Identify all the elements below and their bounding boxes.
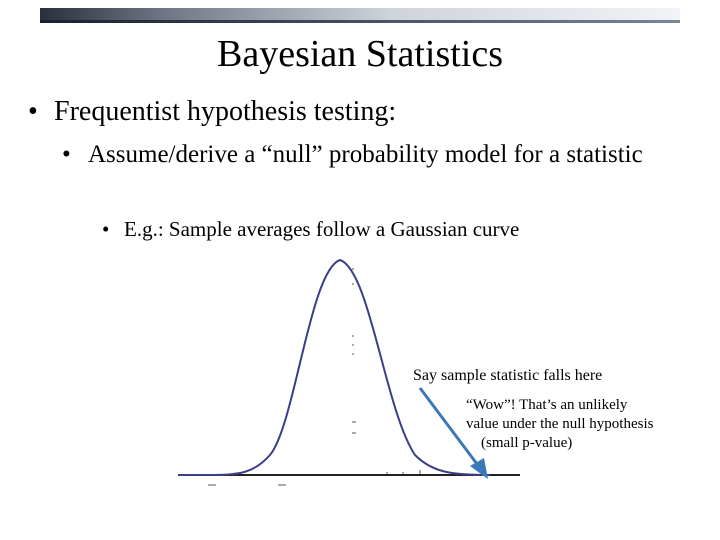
axis-tick-marks xyxy=(208,268,421,486)
title-decoration-bar xyxy=(40,8,680,20)
bullet-level-3: • E.g.: Sample averages follow a Gaussian… xyxy=(102,215,519,243)
statistic-annotation: Say sample statistic falls here xyxy=(413,367,603,384)
bullet-text: Frequentist hypothesis testing: xyxy=(54,96,397,127)
bullet-level-1: • Frequentist hypothesis testing: xyxy=(28,94,396,130)
bullet-level-2: • Assume/derive a “null” probability mode… xyxy=(62,140,682,170)
bullet-text: Assume/derive a “null” probability model… xyxy=(88,141,643,168)
gaussian-svg xyxy=(178,258,520,486)
annotation-line: (small p-value) xyxy=(481,435,573,451)
gaussian-curve xyxy=(178,258,491,476)
gaussian-figure xyxy=(170,250,540,500)
bullet-text: E.g.: Sample averages follow a Gaussian … xyxy=(124,217,520,241)
arrow-head xyxy=(470,458,488,479)
bullet-marker: • xyxy=(62,141,71,168)
slide-title: Bayesian Statistics xyxy=(216,33,504,75)
annotation-line: “Wow”! That’s an unlikely xyxy=(466,397,628,413)
p-value-annotation: “Wow”! That’s an unlikely value under th… xyxy=(466,396,653,453)
annotation-line: value under the null hypothesis xyxy=(466,416,654,432)
bullet-marker: • xyxy=(102,217,110,241)
title-decoration-line xyxy=(40,20,680,23)
bullet-marker: • xyxy=(28,96,38,127)
arrow-shaft xyxy=(418,387,482,469)
